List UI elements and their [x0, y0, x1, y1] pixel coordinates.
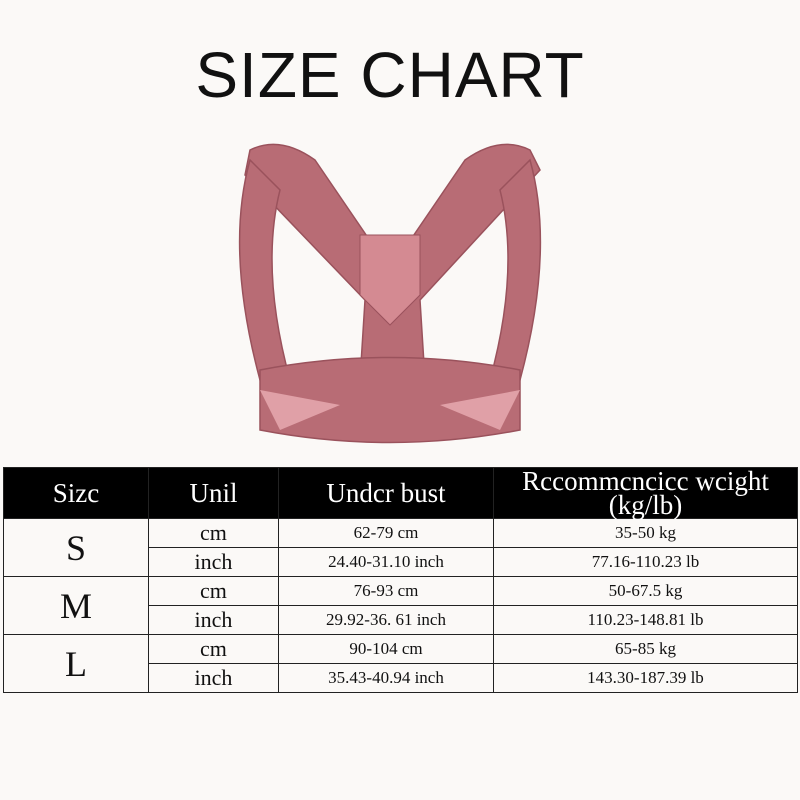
weight-cell: 35-50 kg — [493, 518, 798, 548]
header-unit: Unil — [148, 467, 279, 519]
bust-cell: 35.43-40.94 inch — [278, 663, 494, 693]
table-row: S cm 62-79 cm 35-50 kg — [3, 518, 798, 577]
unit-cell: cm — [148, 576, 279, 606]
size-cell: S — [3, 518, 149, 577]
bust-cell: 76-93 cm — [278, 576, 494, 606]
bust-cell: 29.92-36. 61 inch — [278, 605, 494, 635]
unit-cell: inch — [148, 663, 279, 693]
table-row: inch 24.40-31.10 inch 77.16-110.23 lb — [4, 547, 798, 577]
unit-cell: inch — [148, 547, 279, 577]
size-cell: M — [3, 576, 149, 635]
table-header-row: Sizc Unil Undcr bust Rccommcncicc wcight… — [3, 467, 798, 519]
table-row: inch 35.43-40.94 inch 143.30-187.39 lb — [4, 663, 798, 693]
header-under-bust: Undcr bust — [278, 467, 494, 519]
posture-brace-image — [238, 143, 542, 444]
weight-cell: 65-85 kg — [493, 634, 798, 664]
bust-cell: 90-104 cm — [278, 634, 494, 664]
header-weight: Rccommcncicc wcight (kg/lb) — [493, 467, 798, 519]
table-row: inch 29.92-36. 61 inch 110.23-148.81 lb — [4, 605, 798, 635]
weight-cell: 110.23-148.81 lb — [493, 605, 798, 635]
page-title: SIZE CHART — [195, 39, 585, 111]
unit-cell: cm — [148, 634, 279, 664]
weight-cell: 143.30-187.39 lb — [493, 663, 798, 693]
unit-cell: inch — [148, 605, 279, 635]
bust-cell: 62-79 cm — [278, 518, 494, 548]
table-row: M cm 76-93 cm 50-67.5 kg — [3, 576, 798, 635]
unit-cell: cm — [148, 518, 279, 548]
weight-cell: 77.16-110.23 lb — [493, 547, 798, 577]
size-chart-table: Sizc Unil Undcr bust Rccommcncicc wcight… — [3, 467, 798, 693]
weight-cell: 50-67.5 kg — [493, 576, 798, 606]
size-cell: L — [3, 634, 149, 693]
bust-cell: 24.40-31.10 inch — [278, 547, 494, 577]
table-row: L cm 90-104 cm 65-85 kg — [3, 634, 798, 693]
header-size: Sizc — [3, 467, 149, 519]
